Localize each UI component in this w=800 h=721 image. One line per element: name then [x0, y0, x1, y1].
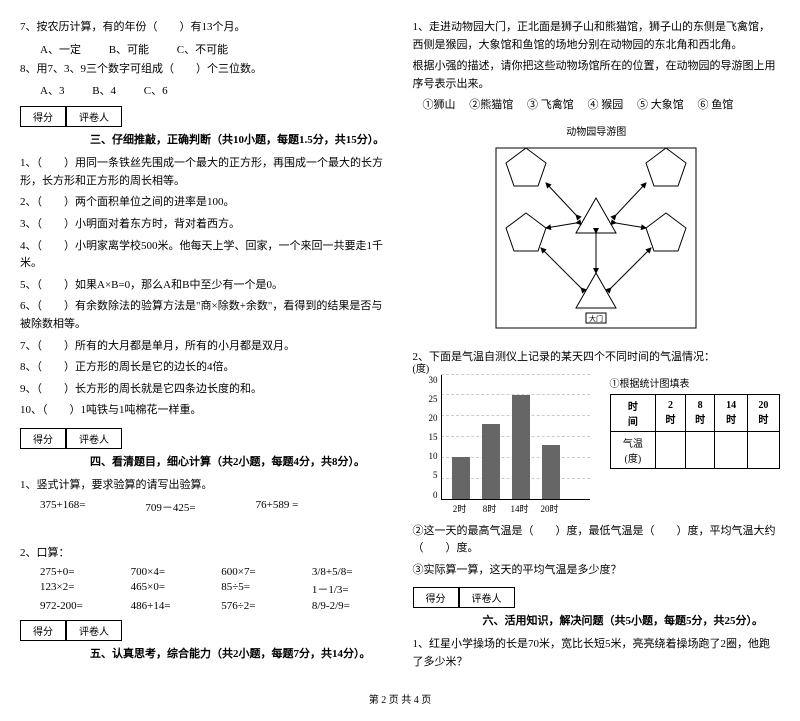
grader-label: 评卷人	[66, 620, 122, 641]
chart-unit: (度)	[413, 360, 430, 375]
calc-2a: 275+0=	[40, 566, 116, 578]
legend-6: ⑥ 鱼馆	[698, 99, 734, 111]
question-8: 8、用7、3、9三个数字可组成（ ）个三位数。	[20, 61, 388, 79]
right-q2b: ②这一天的最高气温是（ ）度，最低气温是（ ）度，平均气温大约（ ）度。	[413, 523, 781, 558]
opt-7a: A、一定	[40, 44, 81, 56]
judge-3: 3、（ ）小明面对着东方时，背对着西方。	[20, 216, 388, 234]
judge-6: 6、（ ）有余数除法的验算方法是"商×除数+余数"，看得到的结果是否与被除数相等…	[20, 298, 388, 333]
section-3-title: 三、仔细推敲，正确判断（共10小题，每题1.5分，共15分）。	[90, 131, 388, 147]
zoo-diagram: 动物园导游图 大门	[413, 123, 781, 341]
calc-2-title: 2、口算：	[20, 545, 388, 563]
calc-2h: 1－1/3=	[312, 581, 388, 597]
th-14: 14时	[715, 394, 747, 431]
right-q1b: 根据小强的描述，请你把这些动物场馆所在的位置，在动物园的导游图上用序号表示出来。	[413, 58, 781, 93]
calc-2g: 85÷5=	[221, 581, 297, 597]
chart-title: ①根据统计图填表	[610, 375, 781, 390]
score-label: 得分	[20, 620, 66, 641]
calc-2l: 8/9-2/9=	[312, 600, 388, 612]
td-blank	[747, 431, 779, 468]
td-blank	[656, 431, 686, 468]
right-q2c: ③实际算一算，这天的平均气温是多少度？	[413, 562, 781, 580]
calc-2j: 486+14=	[131, 600, 207, 612]
judge-9: 9、（ ）长方形的周长就是它四条边长度的和。	[20, 381, 388, 399]
opt-7b: B、可能	[109, 44, 149, 56]
calc-2f: 465×0=	[131, 581, 207, 597]
calc-2k: 576÷2=	[221, 600, 297, 612]
score-box-5: 得分 评卷人	[20, 620, 388, 641]
calc-2d: 3/8+5/8=	[312, 566, 388, 578]
td-temp: 气温(度)	[610, 431, 656, 468]
right-q2: 2、下面是气温自测仪上记录的某天四个不同时间的气温情况：	[413, 349, 781, 367]
opt-7c: C、不可能	[177, 44, 228, 56]
score-box-6: 得分 评卷人	[413, 587, 781, 608]
opt-8b: B、4	[92, 85, 116, 97]
grader-label: 评卷人	[459, 587, 515, 608]
score-label: 得分	[20, 428, 66, 449]
section-5-title: 五、认真思考，综合能力（共2小题，每题7分，共14分）。	[90, 645, 388, 661]
opt-8c: C、6	[144, 85, 168, 97]
calc-1a: 375+168=	[40, 499, 85, 515]
calc-2e: 123×2=	[40, 581, 116, 597]
score-label: 得分	[20, 106, 66, 127]
calc-2i: 972-200=	[40, 600, 116, 612]
page-footer: 第 2 页 共 4 页	[20, 691, 780, 706]
judge-4: 4、（ ）小明家离学校500米。他每天上学、回家，一个来回一共要走1千米。	[20, 238, 388, 273]
th-20: 20时	[747, 394, 779, 431]
legend-2: ②熊猫馆	[469, 99, 513, 111]
calc-2c: 600×7=	[221, 566, 297, 578]
score-box-4: 得分 评卷人	[20, 428, 388, 449]
grader-label: 评卷人	[66, 106, 122, 127]
judge-1: 1、（ ）用同一条铁丝先围成一个最大的正方形，再围成一个最大的长方形，长方形和正…	[20, 155, 388, 190]
temperature-chart: (度) 051015202530 2时8时14时20时	[413, 375, 590, 515]
section-6-title: 六、活用知识，解决问题（共5小题，每题5分，共25分）。	[483, 612, 781, 628]
judge-8: 8、（ ）正方形的周长是它的边长的4倍。	[20, 359, 388, 377]
judge-7: 7、（ ）所有的大月都是单月，所有的小月都是双月。	[20, 338, 388, 356]
score-label: 得分	[413, 587, 459, 608]
legend-1: ①狮山	[423, 99, 456, 111]
gate-label: 大门	[589, 314, 603, 323]
judge-5: 5、（ ）如果A×B=0，那么A和B中至少有一个是0。	[20, 277, 388, 295]
td-blank	[715, 431, 747, 468]
calc-1-title: 1、竖式计算，要求验算的请写出验算。	[20, 477, 388, 495]
legend-3: ③ 飞禽馆	[527, 99, 574, 111]
diagram-title: 动物园导游图	[413, 123, 781, 138]
legend-5: ⑤ 大象馆	[637, 99, 684, 111]
judge-2: 2、（ ）两个面积单位之间的进率是100。	[20, 194, 388, 212]
calc-1c: 76+589 =	[256, 499, 299, 515]
th-8: 8时	[685, 394, 715, 431]
temperature-table: 时 间 2时 8时 14时 20时 气温(度)	[610, 394, 781, 469]
right-q1: 1、走进动物园大门，正北面是狮子山和熊猫馆，狮子山的东侧是飞禽馆，西侧是猴园，大…	[413, 19, 781, 54]
score-box-3: 得分 评卷人	[20, 106, 388, 127]
section-4-title: 四、看清题目，细心计算（共2小题，每题4分，共8分）。	[90, 453, 388, 469]
legend-4: ④ 猴园	[588, 99, 624, 111]
th-time: 时 间	[610, 394, 656, 431]
calc-2b: 700×4=	[131, 566, 207, 578]
th-2: 2时	[656, 394, 686, 431]
judge-10: 10、（ ）1吨铁与1吨棉花一样重。	[20, 402, 388, 420]
td-blank	[685, 431, 715, 468]
grader-label: 评卷人	[66, 428, 122, 449]
calc-1b: 709－425=	[145, 499, 195, 515]
opt-8a: A、3	[40, 85, 64, 97]
problem-1: 1、红星小学操场的长是70米，宽比长短5米，亮亮绕着操场跑了2圈，他跑了多少米？	[413, 636, 781, 671]
question-7: 7、按农历计算，有的年份（ ）有13个月。	[20, 19, 388, 37]
